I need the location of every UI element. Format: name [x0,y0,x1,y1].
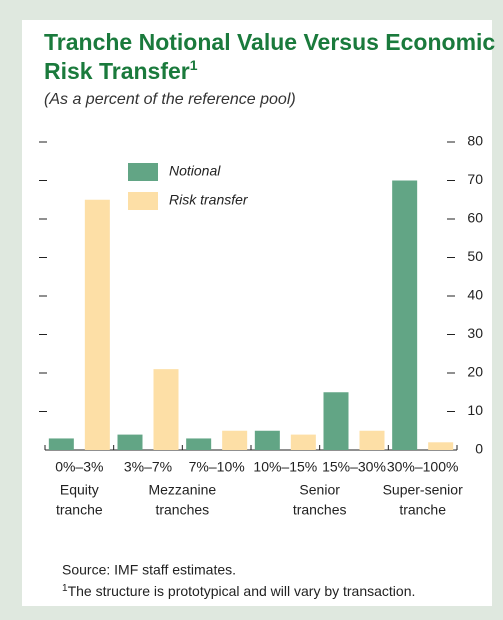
group-label: Super-senior [383,482,463,498]
y-tick-label: 40 [467,287,483,303]
x-tick-label: 10%–15% [253,459,317,475]
source: Source: IMF staff estimates. [62,562,236,578]
subtitle: (As a percent of the reference pool) [44,91,296,108]
y-tick-label: 60 [467,210,483,226]
x-tick-label: 3%–7% [124,459,172,475]
bar [359,430,385,450]
group-label: Senior [299,482,340,498]
group-label: Mezzanine [148,482,216,498]
bar [254,430,280,450]
group-label: Equity [60,482,99,498]
legend-swatch [128,192,158,210]
legend-label: Risk transfer [169,192,249,208]
x-tick-label: 7%–10% [189,459,245,475]
bar [222,430,248,450]
group-label: tranche [399,502,446,518]
chart-title: Risk Transfer1 [44,57,198,84]
legend-label: Notional [169,163,221,179]
group-label: tranches [293,502,347,518]
y-tick-label: 80 [467,133,483,149]
group-label: tranche [56,502,103,518]
x-tick-label: 15%–30% [322,459,386,475]
bar [392,180,418,450]
y-tick-label: 0 [475,441,483,457]
bar [48,438,74,450]
bar [153,369,179,450]
bar [428,442,454,450]
bar [290,434,316,450]
bar [84,199,110,450]
bar [186,438,212,450]
bar [117,434,143,450]
title-line: Risk Transfer [44,58,190,84]
footnote: 1The structure is prototypical and will … [62,583,415,599]
y-tick-label: 50 [467,248,483,264]
y-tick-label: 10 [467,402,483,418]
bar [323,392,349,450]
x-tick-label: 30%–100% [387,459,459,475]
legend-swatch [128,163,158,181]
footnote-marker: 1 [62,583,68,594]
group-label: tranches [155,502,209,518]
title-note: 1 [190,57,198,73]
x-tick-label: 0%–3% [55,459,103,475]
y-tick-label: 30 [467,325,483,341]
footnote-text: The structure is prototypical and will v… [68,583,416,599]
chart-title: Tranche Notional Value Versus Economic [44,29,495,55]
y-tick-label: 70 [467,171,483,187]
y-tick-label: 20 [467,364,483,380]
